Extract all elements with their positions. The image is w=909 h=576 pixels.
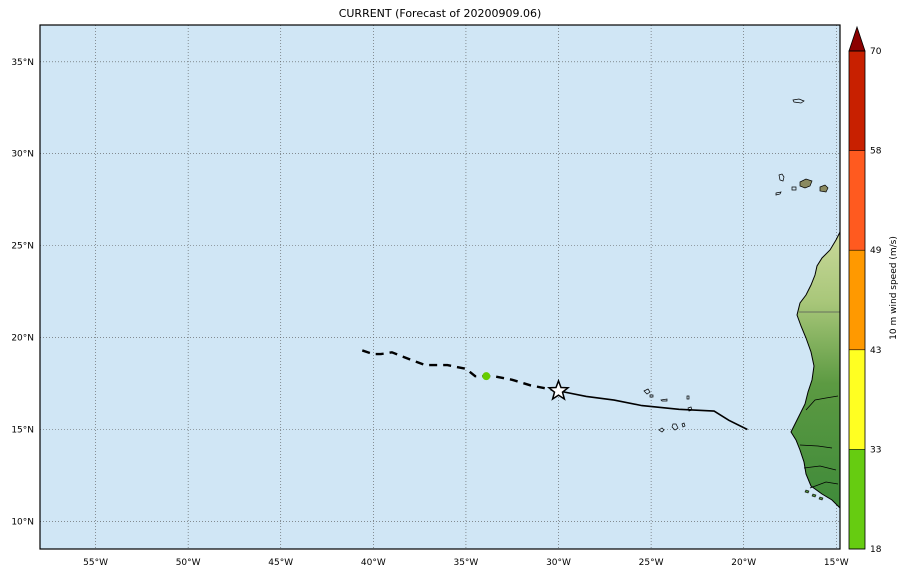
colorbar-segment	[849, 150, 865, 251]
map-title: CURRENT (Forecast of 20200909.06)	[338, 7, 542, 20]
longitude-axis: 55°W 50°W 45°W 40°W 35°W 30°W 25°W 20°W 15°W	[83, 558, 849, 568]
canary-islands	[775, 173, 829, 196]
colorbar-tick-label: 33	[870, 445, 881, 455]
lat-tick-label: 15°N	[11, 425, 34, 435]
coastal-islands	[804, 489, 824, 501]
lon-tick-label: 45°W	[268, 558, 293, 568]
colorbar-tick-label: 58	[870, 147, 882, 157]
lat-tick-label: 10°N	[11, 517, 34, 527]
colorbar: 18 33 43 49 58 70	[848, 25, 882, 555]
lon-tick-label: 25°W	[639, 558, 664, 568]
lon-tick-label: 50°W	[176, 558, 201, 568]
border-line-5	[809, 481, 839, 489]
madeira-island	[792, 98, 805, 104]
colorbar-segment	[849, 349, 865, 450]
lon-tick-label: 20°W	[731, 558, 756, 568]
current-position-star-icon	[546, 378, 571, 401]
border-line-3	[799, 444, 833, 449]
colorbar-segment	[849, 250, 865, 350]
plot-frame	[39, 24, 841, 550]
lat-tick-label: 20°N	[11, 334, 34, 344]
forecast-intensity-marker	[482, 372, 491, 381]
colorbar-tick-label: 43	[870, 346, 881, 356]
colorbar-tick-label: 18	[870, 545, 882, 555]
border-line-2	[805, 395, 839, 411]
lon-tick-label: 40°W	[361, 558, 386, 568]
colorbar-title: 10 m wind speed (m/s)	[889, 236, 899, 340]
border-line-4	[803, 465, 837, 471]
colorbar-tick-label: 70	[870, 47, 882, 57]
ocean-area	[40, 25, 840, 549]
colorbar-extend-arrow	[848, 25, 866, 52]
lat-tick-label: 30°N	[11, 150, 34, 160]
track-observed-line	[558, 390, 748, 431]
lon-tick-label: 35°W	[453, 558, 478, 568]
graticule	[40, 25, 840, 549]
lon-tick-label: 30°W	[546, 558, 571, 568]
track-forecast-line	[356, 347, 559, 393]
lat-tick-label: 25°N	[11, 242, 34, 252]
colorbar-segment	[849, 51, 865, 151]
cape-verde-islands	[643, 388, 693, 433]
lon-tick-label: 55°W	[83, 558, 108, 568]
latitude-axis: 35°N 30°N 25°N 20°N 15°N 10°N	[11, 58, 34, 528]
lon-tick-label: 15°W	[824, 558, 849, 568]
map-layer	[40, 25, 840, 549]
lat-tick-label: 35°N	[11, 58, 34, 68]
colorbar-tick-label: 49	[870, 246, 882, 256]
colorbar-segment	[849, 449, 865, 549]
